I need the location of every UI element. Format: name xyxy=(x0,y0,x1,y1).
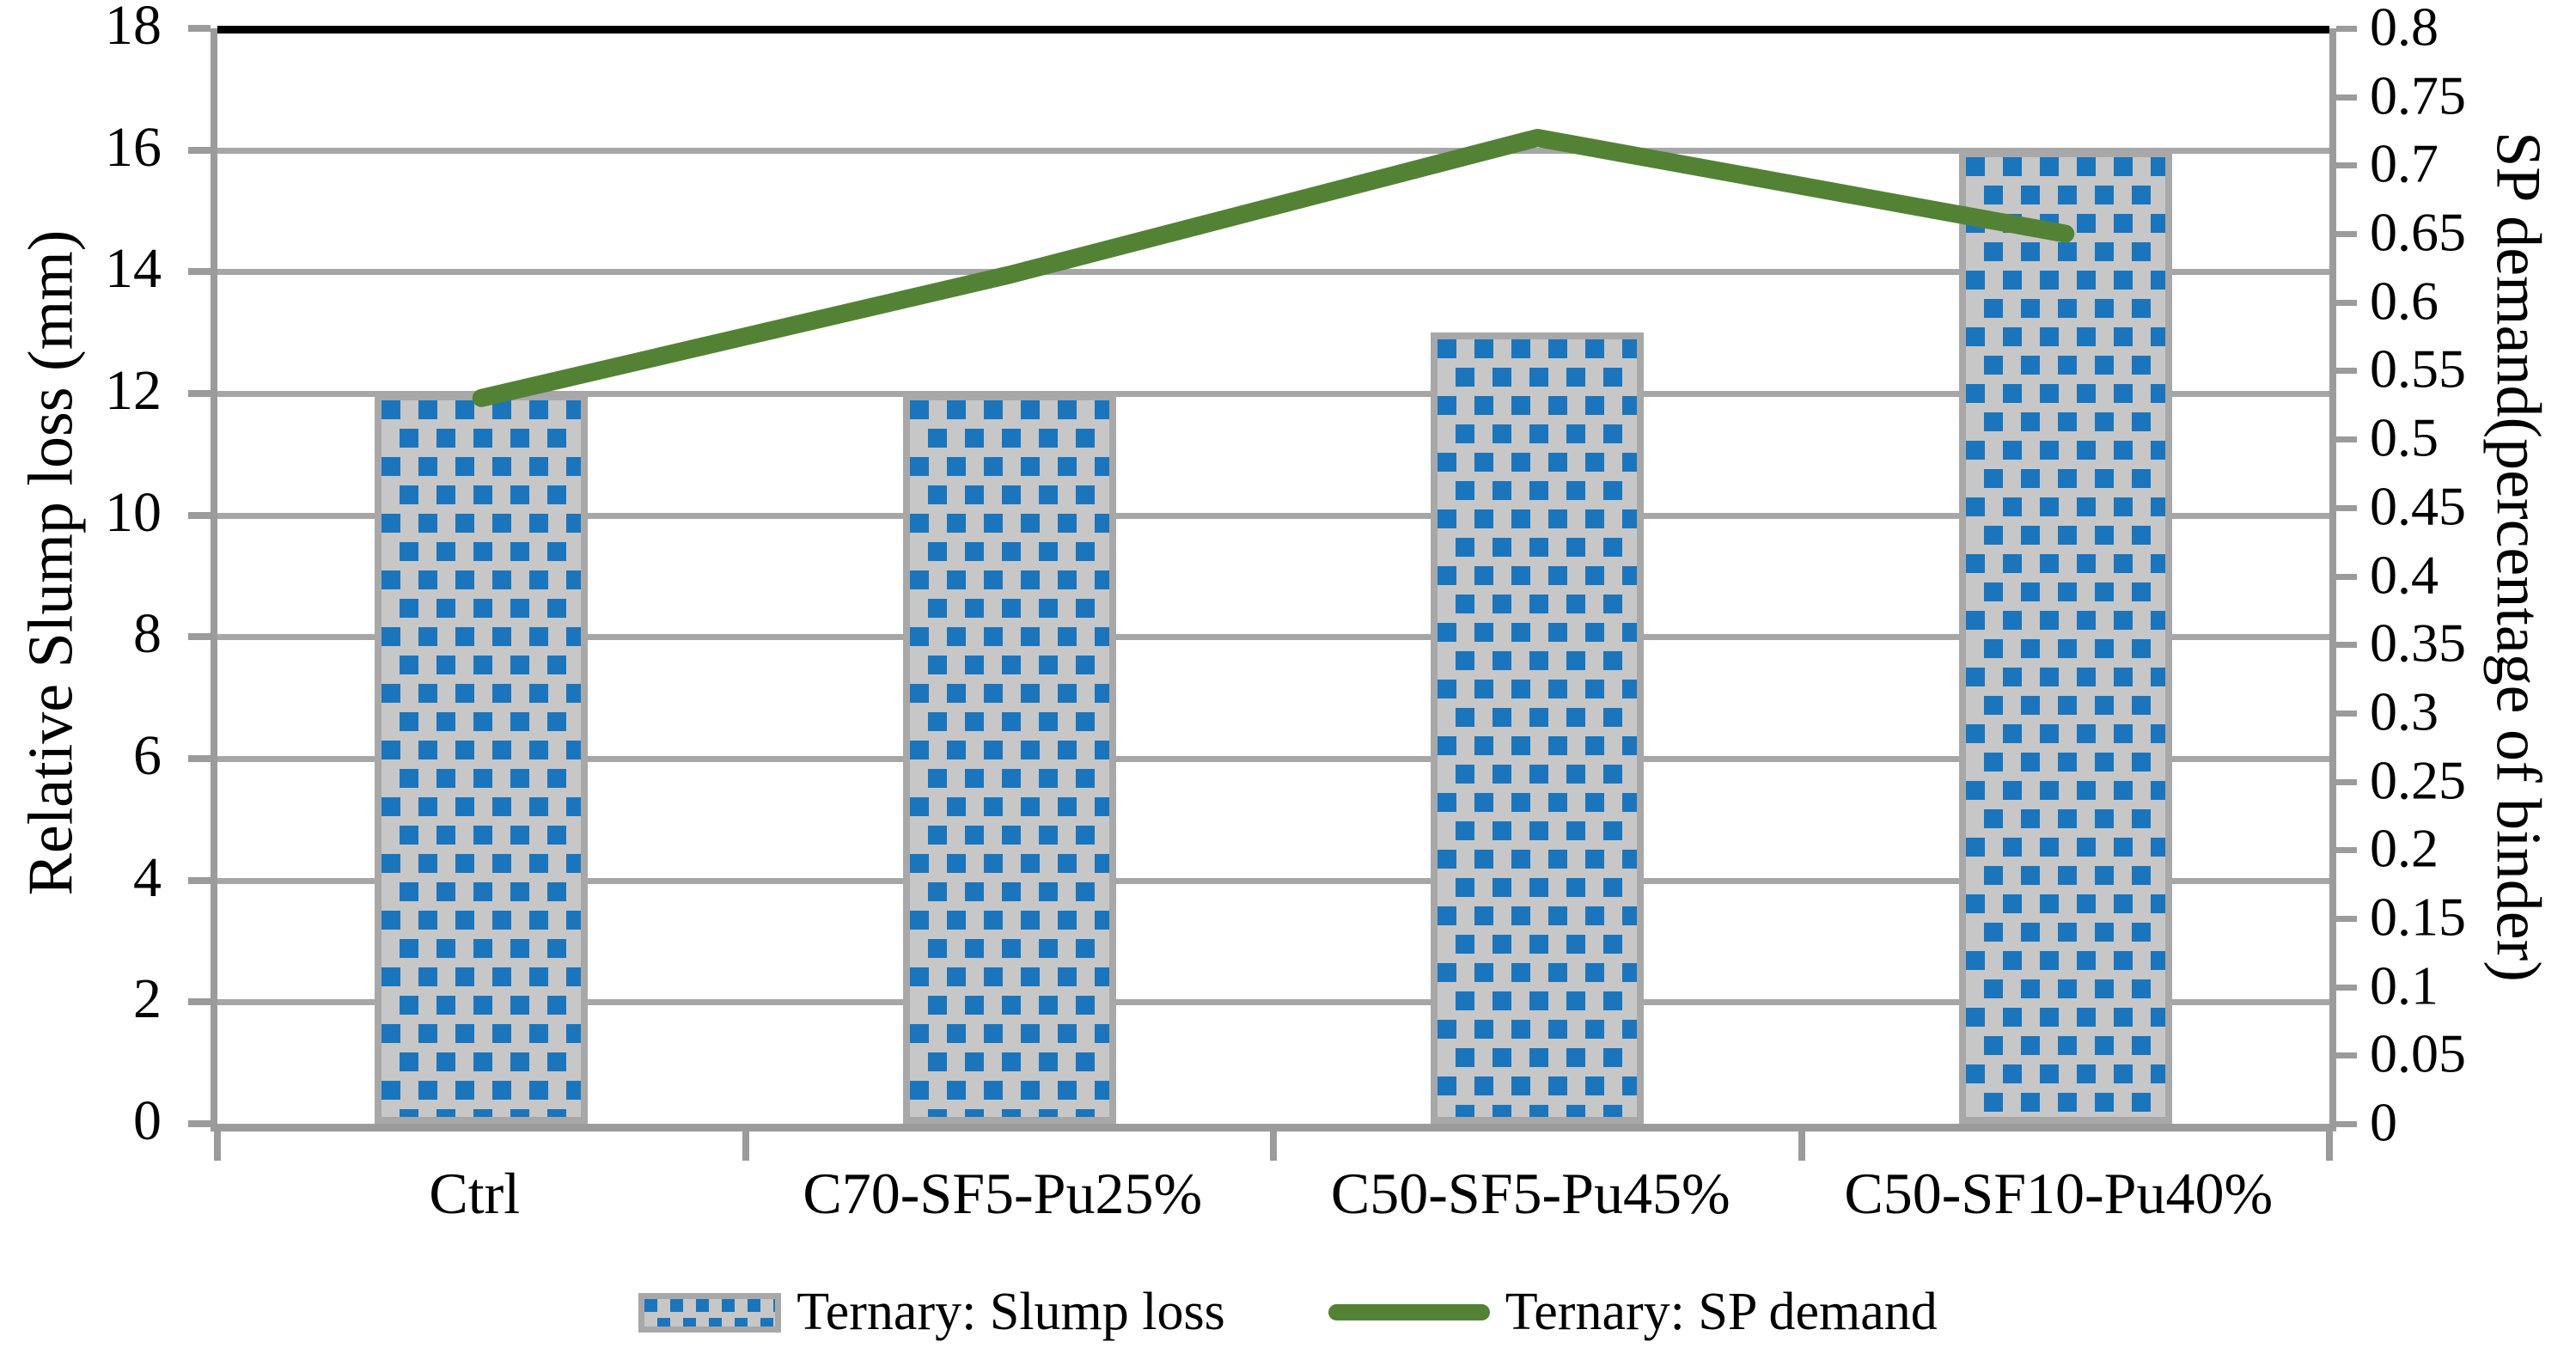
x-axis-tick xyxy=(2326,1131,2333,1161)
bar-C50-SF5-Pu45% xyxy=(1431,332,1645,1124)
chart-top-border xyxy=(217,26,2329,34)
right-axis-tick-label: 0.75 xyxy=(2370,64,2466,126)
x-axis-category-label: Ctrl xyxy=(429,1161,521,1226)
right-axis-tick xyxy=(2336,368,2357,375)
left-axis-tick xyxy=(188,1120,211,1127)
right-axis-tick xyxy=(2336,710,2357,717)
left-axis-tick xyxy=(188,146,211,154)
right-axis-tick xyxy=(2336,1052,2357,1059)
right-axis-tick xyxy=(2336,984,2357,991)
x-axis-category-label: C70-SF5-Pu25% xyxy=(803,1161,1203,1226)
right-axis-tick-label: 0.65 xyxy=(2370,201,2466,263)
x-axis-category-label: C50-SF5-Pu45% xyxy=(1330,1161,1731,1226)
bar-C50-SF10-Pu40% xyxy=(1958,149,2172,1124)
legend-item-slump-loss: Ternary: Slump loss xyxy=(638,1282,1225,1343)
right-axis-tick xyxy=(2336,26,2357,32)
left-axis-tick xyxy=(188,25,211,32)
right-axis-tick-label: 0.7 xyxy=(2370,132,2439,194)
right-axis-tick xyxy=(2336,1121,2357,1127)
x-axis-tick xyxy=(1270,1131,1277,1161)
right-axis-tick xyxy=(2336,915,2357,922)
right-axis-tick-label: 0.2 xyxy=(2370,817,2439,879)
x-axis-tick xyxy=(1798,1131,1805,1161)
bar-Ctrl xyxy=(375,393,589,1124)
right-axis-tick-label: 0.6 xyxy=(2370,270,2439,332)
line-swatch xyxy=(1328,1304,1490,1320)
right-axis-tick xyxy=(2336,642,2357,649)
right-axis-tick xyxy=(2336,94,2357,101)
gridline xyxy=(217,634,2329,641)
right-axis-tick xyxy=(2336,778,2357,785)
legend-label-slump-loss: Ternary: Slump loss xyxy=(797,1283,1225,1341)
legend-label-sp-demand: Ternary: SP demand xyxy=(1505,1283,1938,1341)
right-axis-tick-label: 0.35 xyxy=(2370,612,2466,674)
left-axis-tick-label: 12 xyxy=(105,358,162,422)
left-axis-tick xyxy=(188,876,211,884)
left-axis-tick-label: 10 xyxy=(105,480,162,544)
right-axis-tick xyxy=(2336,504,2357,511)
left-axis-tick xyxy=(188,511,211,519)
right-axis-tick-label: 0.45 xyxy=(2370,475,2466,537)
right-axis-tick xyxy=(2336,231,2357,238)
left-axis-tick-label: 14 xyxy=(105,237,162,301)
left-axis-tick xyxy=(188,755,211,762)
left-axis-tick xyxy=(188,633,211,641)
right-axis-tick-label: 0.05 xyxy=(2370,1022,2466,1084)
right-axis-tick-label: 0.4 xyxy=(2370,544,2439,606)
sp-demand-line xyxy=(472,129,2075,407)
left-axis-tick-label: 4 xyxy=(133,845,162,909)
right-axis-tick-label: 0.1 xyxy=(2370,955,2439,1016)
bar-C70-SF5-Pu25% xyxy=(902,393,1116,1124)
left-axis-tick-label: 0 xyxy=(133,1089,162,1152)
left-axis-tick xyxy=(188,268,211,276)
left-axis-tick xyxy=(188,390,211,397)
gridline xyxy=(217,999,2329,1006)
left-axis-tick xyxy=(188,998,211,1006)
right-axis-tick-label: 0.8 xyxy=(2370,0,2439,58)
left-axis-title: Relative Slump loss (mm) xyxy=(15,229,87,896)
left-axis-tick-label: 18 xyxy=(105,0,162,57)
right-axis-tick-label: 0.15 xyxy=(2370,886,2466,948)
right-axis-tick xyxy=(2336,847,2357,854)
right-axis-tick xyxy=(2336,162,2357,169)
right-axis-tick-label: 0.55 xyxy=(2370,338,2466,399)
legend: Ternary: Slump loss Ternary: SP demand xyxy=(0,1282,2576,1343)
gridline xyxy=(217,512,2329,519)
right-axis-title: SP demand(percentage of binder) xyxy=(2482,131,2554,982)
right-axis-tick-label: 0.25 xyxy=(2370,749,2466,811)
right-axis-tick xyxy=(2336,573,2357,580)
gridline xyxy=(217,877,2329,884)
x-axis-tick xyxy=(214,1131,221,1161)
left-axis-tick-label: 6 xyxy=(133,723,162,787)
right-axis-tick xyxy=(2336,436,2357,443)
legend-item-sp-demand: Ternary: SP demand xyxy=(1328,1282,1938,1343)
left-axis-tick-label: 16 xyxy=(105,115,162,179)
right-axis-tick-label: 0.3 xyxy=(2370,680,2439,742)
left-axis-tick-label: 8 xyxy=(133,602,162,666)
plot-area xyxy=(188,25,2357,1161)
left-axis-tick-label: 2 xyxy=(133,967,162,1031)
right-axis-tick xyxy=(2336,299,2357,306)
x-axis-category-label: C50-SF10-Pu40% xyxy=(1844,1161,2274,1226)
gridline xyxy=(217,756,2329,762)
x-axis-tick xyxy=(742,1131,749,1161)
right-axis-tick-label: 0 xyxy=(2370,1091,2397,1153)
right-axis-tick-label: 0.5 xyxy=(2370,406,2439,468)
bar-pattern-swatch xyxy=(638,1292,782,1333)
